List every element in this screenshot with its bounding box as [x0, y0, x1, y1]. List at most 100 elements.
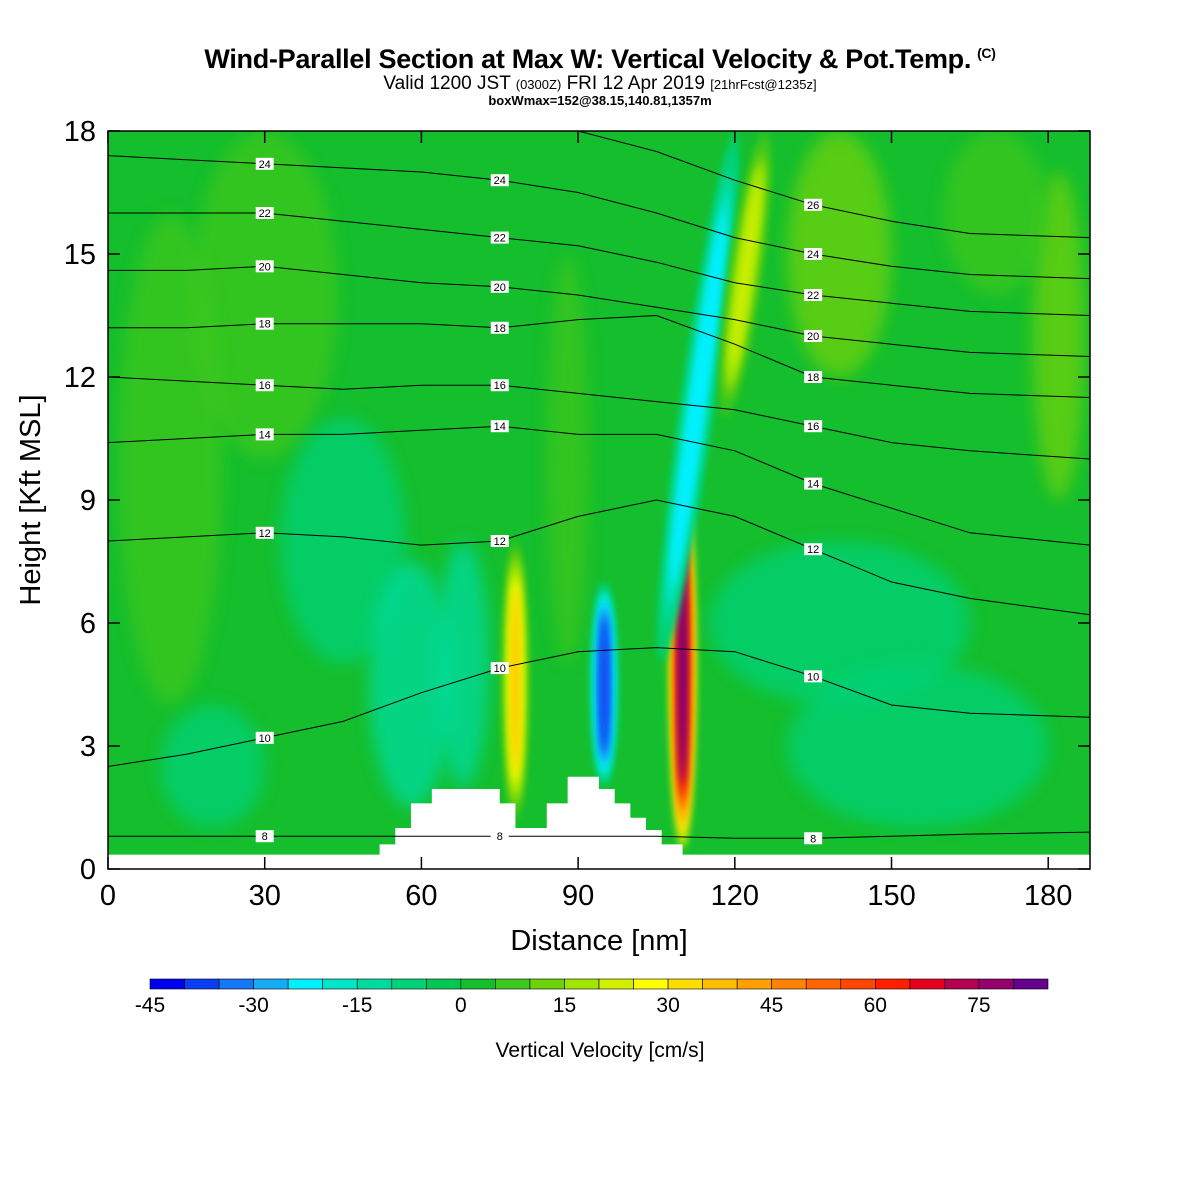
isentrope-label: 14 [259, 429, 271, 441]
field-region [369, 561, 453, 808]
isentrope-line [573, 131, 1090, 239]
colorbar-swatch [149, 978, 185, 990]
isentrope-label-box [804, 477, 823, 490]
isentrope-label: 26 [494, 118, 506, 130]
colorbar-tick-label: 15 [553, 994, 576, 1017]
isentrope-label-box [804, 832, 823, 845]
y-tick-label: 3 [80, 731, 96, 763]
field-region [280, 418, 406, 664]
velocity-feature [511, 589, 520, 772]
isentrope-label: 24 [807, 249, 819, 261]
isentrope-label-box [490, 830, 509, 843]
colorbar-swatch [944, 978, 980, 990]
axes: 0 30 60 90 120 150 180 0 3 6 9 12 15 18 Distance [nm] H… [15, 116, 1091, 957]
colorbar-swatch [633, 978, 669, 990]
isentrope-label: 12 [494, 536, 506, 548]
colorbar-swatch [805, 978, 842, 990]
x-tick-label: 150 [867, 880, 915, 912]
colorbar-swatch [253, 978, 289, 990]
colorbar-swatch [1013, 978, 1049, 990]
y-axis-label: Height [Kft MSL] [15, 394, 47, 605]
isentrope-label-box [490, 231, 509, 244]
isentrope-label: 14 [494, 421, 506, 433]
colorbar-tick-label: -45 [135, 994, 165, 1017]
isentrope-label-box [490, 379, 509, 392]
isentrope-label: 12 [259, 528, 271, 540]
isentrope-label: 22 [807, 290, 819, 302]
colorbar-swatch [495, 978, 531, 990]
colorbar-swatch [771, 978, 807, 990]
field-region [160, 705, 265, 828]
isentrope-label: 24 [494, 175, 506, 187]
y-tick-label: 12 [64, 362, 96, 394]
x-tick-label: 60 [405, 880, 437, 912]
colorbar-swatch [287, 978, 323, 990]
x-tick-label: 180 [1024, 880, 1072, 912]
velocity-feature [673, 225, 723, 570]
colorbar-tick-label: -15 [342, 994, 372, 1017]
terrain [108, 776, 1090, 869]
isentrope-label-box [255, 830, 274, 843]
isentrope-label: 18 [807, 372, 819, 384]
isentrope-label-box [804, 330, 823, 342]
colorbar-swatch [218, 978, 254, 990]
colorbar-swatch [978, 978, 1014, 990]
x-axis-label: Distance [nm] [510, 925, 687, 957]
isentrope-label-box [490, 280, 509, 293]
x-tick-label: 120 [711, 880, 759, 912]
colorbar-swatch [667, 978, 703, 990]
isentrope-label: 24 [259, 159, 271, 171]
isentrope-label-box [491, 117, 509, 129]
isentrope-label-box [255, 379, 274, 392]
x-tick-label: 0 [100, 880, 116, 912]
colorbar-swatch [875, 978, 911, 990]
isentrope-label: 10 [807, 671, 819, 683]
isentrope-label: 26 [807, 200, 819, 212]
isentrope-label: 20 [494, 282, 506, 294]
isentrope-label-box [804, 289, 823, 301]
chart-box-info: boxWmax=152@38.15,140.81,1357m [488, 93, 712, 108]
y-tick-label: 9 [80, 485, 96, 517]
isentrope-label-box [490, 662, 509, 675]
colorbar-tick-label: 75 [967, 994, 990, 1017]
chart-subtitle: Valid 1200 JST (0300Z) FRI 12 Apr 2019 [… [383, 73, 817, 94]
colorbar-swatch [460, 978, 496, 990]
isentrope-label: 22 [259, 208, 271, 220]
isentrope-label-box [804, 543, 823, 556]
colorbar-swatch [391, 978, 427, 990]
colorbar-swatch [564, 978, 600, 990]
colorbar-swatch [426, 978, 462, 990]
isentrope-label-box [804, 248, 823, 260]
isentrope-label: 16 [259, 380, 271, 392]
isentrope-label: 14 [807, 479, 819, 491]
isentrope-label-box [490, 535, 509, 547]
isentrope-label: 20 [259, 261, 271, 273]
colorbar-swatch [909, 978, 945, 990]
velocity-field [108, 131, 1090, 869]
isentrope-label-box [804, 420, 823, 433]
colorbar-tick-label: 30 [656, 994, 679, 1017]
isentrope-label-box [804, 198, 823, 211]
colorbar-tick-label: 45 [760, 994, 783, 1017]
isentrope-label-box [255, 207, 274, 219]
isentrope-label: 16 [494, 380, 506, 392]
isentrope-label-box [490, 420, 509, 433]
isentrope-label-box [804, 670, 823, 683]
isentrope-label: 16 [807, 421, 819, 433]
colorbar-swatch [598, 978, 634, 990]
colorbar-swatch [840, 978, 876, 990]
colorbar-swatch [702, 978, 738, 990]
isentrope-label-box [255, 731, 274, 744]
isentropes: 8 8 8 10 10 10 12 12 12 14 14 14 16 16 16 18 18 18 20 20 20 2… [108, 117, 1090, 845]
field-region [787, 131, 892, 377]
isentrope-label: 12 [807, 544, 819, 556]
isentrope-label-box [255, 317, 274, 330]
colorbar-tick-label: 60 [864, 994, 887, 1017]
field-region [437, 541, 490, 787]
colorbar-swatch [529, 978, 565, 990]
y-tick-label: 0 [80, 854, 96, 886]
field-region [1032, 172, 1085, 500]
x-tick-label: 30 [249, 880, 281, 912]
colorbar: -45 -30 -15 0 15 30 45 60 75 Vertical Velocity [c… [135, 978, 1049, 1062]
